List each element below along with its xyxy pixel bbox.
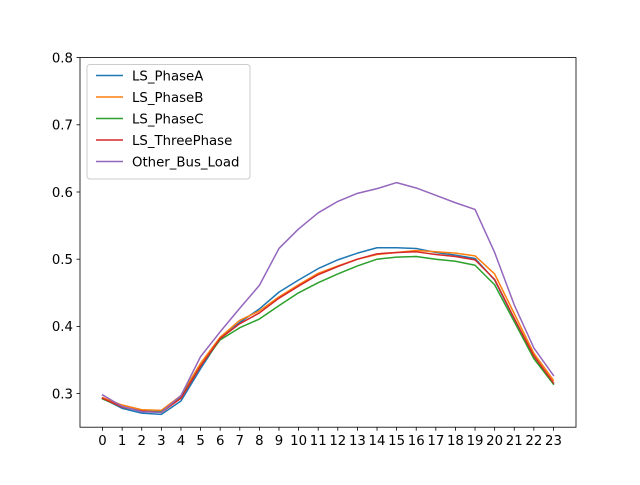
x-tick-label: 13 [349, 434, 366, 449]
x-tick-label: 9 [275, 434, 283, 449]
y-tick-label: 0.4 [52, 320, 73, 335]
y-tick-label: 0.5 [52, 253, 73, 268]
x-tick-label: 0 [98, 434, 106, 449]
x-tick-label: 22 [525, 434, 542, 449]
legend-label: Other_Bus_Load [132, 155, 239, 170]
x-tick-label: 5 [196, 434, 204, 449]
x-tick-label: 2 [138, 434, 146, 449]
x-tick-label: 12 [329, 434, 346, 449]
x-tick-label: 4 [177, 434, 185, 449]
x-tick-label: 23 [545, 434, 562, 449]
legend-label: LS_PhaseA [132, 69, 203, 84]
legend-label: LS_PhaseB [132, 91, 203, 106]
plot-frame [79, 57, 577, 428]
x-tick-label: 8 [255, 434, 263, 449]
legend-label: LS_ThreePhase [132, 134, 232, 149]
series-line-ls-threephase [101, 251, 555, 414]
series-line-ls-phasea [101, 247, 555, 416]
series-line-ls-phaseb [101, 249, 555, 412]
x-tick-label: 1 [118, 434, 126, 449]
legend-box [86, 64, 251, 180]
x-tick-label: 7 [236, 434, 244, 449]
legend-label: LS_PhaseC [132, 112, 203, 127]
y-tick-label: 0.6 [52, 186, 73, 201]
legend: LS_PhaseA LS_PhaseB LS_PhaseC LS_ThreePhase… [86, 64, 251, 180]
x-tick-label: 18 [447, 434, 464, 449]
x-tick-label: 17 [427, 434, 444, 449]
x-tick-label: 10 [290, 434, 307, 449]
y-axis: 0.3 0.4 0.5 0.6 0.7 0.8 [52, 51, 80, 402]
series-line-ls-phasec [101, 255, 555, 413]
x-tick-label: 6 [216, 434, 224, 449]
series-layer [101, 181, 555, 416]
series-line-other-bus-load [101, 181, 555, 414]
x-tick-label: 11 [310, 434, 327, 449]
x-tick-label: 16 [408, 434, 425, 449]
x-tick-label: 3 [157, 434, 165, 449]
x-tick-label: 21 [506, 434, 523, 449]
x-tick-label: 19 [467, 434, 484, 449]
x-axis: 0 1 2 3 4 5 6 7 8 9 10 11 12 13 14 15 16 17 18 19 20 21 22 23 [98, 427, 562, 449]
y-tick-label: 0.8 [52, 51, 73, 66]
y-tick-label: 0.7 [52, 119, 73, 134]
x-tick-label: 14 [369, 434, 386, 449]
x-tick-label: 15 [388, 434, 405, 449]
x-tick-label: 20 [486, 434, 503, 449]
y-tick-label: 0.3 [52, 387, 73, 402]
